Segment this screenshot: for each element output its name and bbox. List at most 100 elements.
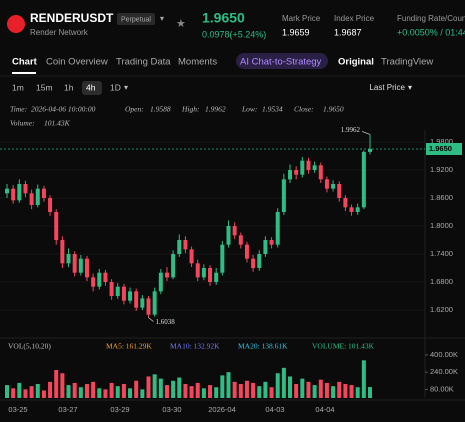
candle-body (183, 240, 188, 250)
candle-body (121, 286, 126, 301)
candle-body (23, 184, 28, 194)
candle-body (343, 198, 348, 208)
tab[interactable]: Original (338, 57, 374, 68)
interval[interactable]: 1h (64, 82, 74, 92)
candle-body (48, 198, 53, 213)
tab[interactable]: AI Chat-to-Strategy (240, 57, 322, 68)
volume-bar (171, 380, 176, 398)
y-tick-label: 1.6800 (430, 277, 453, 286)
candle-body (164, 272, 169, 278)
volume-bar (281, 367, 286, 398)
candle-body (78, 258, 83, 273)
low-marker-line (148, 317, 154, 322)
candle-body (140, 298, 145, 308)
volume-bar (312, 385, 317, 398)
volume-bar (195, 382, 200, 398)
interval[interactable]: 1m (12, 82, 24, 92)
volume-bar (251, 382, 256, 398)
stat-label: Mark Price (282, 14, 321, 23)
volume-bar (300, 378, 305, 398)
price-type[interactable]: Last Price (369, 83, 405, 92)
candle-body (349, 207, 354, 213)
candle-body (300, 160, 305, 175)
dropdown-icon[interactable]: ▾ (160, 14, 164, 23)
volume-bar (78, 387, 83, 398)
volume-bar (164, 385, 169, 398)
candle-body (232, 226, 237, 236)
volume-tick-label: 80.00K (430, 384, 454, 393)
candle-body (368, 148, 372, 152)
tab[interactable]: Trading Data (116, 57, 171, 68)
volume-bar (97, 388, 102, 398)
volume-bar (361, 360, 366, 398)
candle-body (361, 151, 366, 208)
candle-body (269, 240, 274, 245)
y-tick-label: 1.7400 (430, 249, 453, 258)
volume-legend: MA20: 138.61K (238, 342, 288, 351)
stat-label: Funding Rate/Countdown (397, 14, 465, 23)
candle-body (109, 282, 114, 297)
badge: Perpetual (121, 16, 151, 23)
candle-body (288, 170, 293, 180)
volume-bar (72, 382, 77, 398)
volume-bar (257, 386, 262, 398)
symbol[interactable]: RENDERUSDT (30, 11, 114, 25)
interval-arrow[interactable]: ▾ (124, 83, 128, 92)
x-tick-label: 03-30 (162, 405, 181, 414)
volume-bar (318, 379, 323, 398)
y-tick-label: 1.9800 (430, 137, 453, 146)
candle-body (318, 165, 323, 180)
volume-bar (343, 384, 348, 398)
candle-body (324, 179, 329, 189)
candle-body (11, 188, 16, 201)
volume-bar (121, 384, 126, 398)
volume-bar (48, 381, 53, 398)
interval[interactable]: 1D (110, 82, 121, 92)
candle-body (263, 240, 268, 255)
candle-body (115, 286, 120, 297)
candle-body (257, 254, 262, 269)
tab[interactable]: Coin Overview (46, 57, 108, 68)
stat-value: +0.0050% / 01:44 (397, 27, 465, 37)
price-type-arrow[interactable]: ▾ (408, 83, 412, 92)
volume-bar (146, 376, 151, 398)
candle-body (294, 170, 299, 175)
badge-bg (117, 13, 155, 25)
candle-body (152, 291, 157, 315)
volume-bar (84, 384, 89, 398)
tab[interactable]: TradingView (381, 57, 433, 68)
stat-label: Index Price (334, 14, 375, 23)
interval[interactable]: 4h (86, 82, 96, 92)
price-change: 0.0978(+5.24%) (202, 29, 266, 39)
volume-bar (263, 381, 268, 398)
volume-bar (349, 385, 354, 398)
volume-bar (66, 385, 71, 398)
volume-bar (23, 389, 28, 398)
info-value: 1.9588 (150, 105, 171, 114)
info-value: 1.9650 (323, 105, 344, 114)
volume-bar (232, 381, 237, 398)
candle-body (220, 244, 225, 273)
info-label: Volume: (10, 119, 35, 128)
candle-body (41, 188, 46, 199)
low-marker: 1.6038 (156, 318, 176, 326)
volume-bar (54, 370, 59, 398)
candle-body (238, 235, 243, 245)
volume-legend: MA5: 161.29K (106, 342, 152, 351)
candle-body (281, 179, 286, 213)
ai-tab-bg (236, 53, 328, 69)
interval[interactable]: 15m (36, 82, 53, 92)
candle-body (103, 272, 108, 283)
volume-bar (294, 384, 299, 398)
tab[interactable]: Chart (12, 57, 38, 68)
volume-bar (220, 375, 225, 398)
tab-underline (12, 72, 36, 74)
volume-bar (140, 389, 145, 398)
info-value: 1.9962 (205, 105, 226, 114)
volume-bar (244, 380, 249, 398)
volume-tick-label: 400.00K (430, 350, 458, 359)
y-tick-label: 1.6200 (430, 305, 453, 314)
favorite-icon[interactable]: ★ (176, 18, 186, 30)
tab[interactable]: Moments (178, 57, 217, 68)
